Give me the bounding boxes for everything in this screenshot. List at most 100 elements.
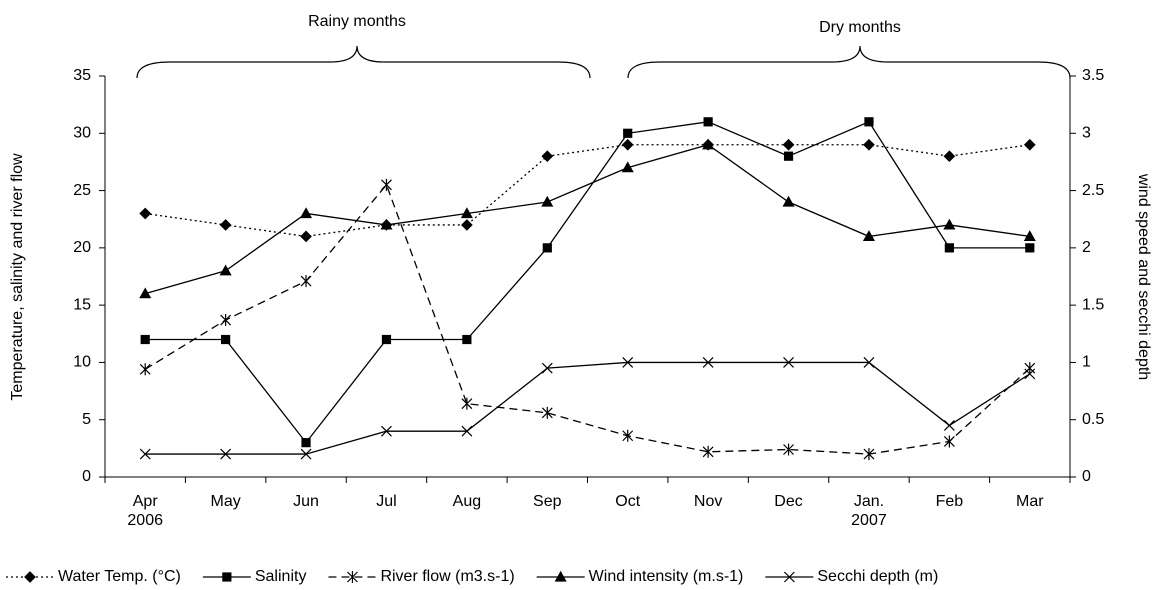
x-tick-label: Apr 2006 <box>127 493 163 529</box>
y-tick-label: 30 <box>73 125 91 142</box>
point <box>703 117 713 127</box>
y2-tick-label: 3 <box>1082 125 1091 142</box>
point <box>622 357 634 368</box>
y2-tick-label: 1.5 <box>1082 296 1104 313</box>
point <box>462 334 472 345</box>
point <box>221 334 231 345</box>
x-tick-label: Oct <box>615 493 641 510</box>
point <box>381 178 392 191</box>
x-tick-label: Aug <box>452 493 482 510</box>
y2-tick-label: 1 <box>1082 354 1091 371</box>
point <box>461 219 473 231</box>
x-tick-label: Sep <box>533 493 562 510</box>
point <box>943 150 956 163</box>
point <box>219 219 232 231</box>
legend-marker <box>222 572 232 582</box>
point <box>541 195 554 207</box>
point <box>541 362 553 374</box>
point <box>623 128 633 138</box>
x-tick-label: May <box>210 493 241 510</box>
point <box>300 230 312 243</box>
y2-axis-label: wind speed and secchi depth <box>1135 173 1152 380</box>
point <box>702 138 715 150</box>
series-line <box>145 144 1030 295</box>
y-tick-label: 20 <box>73 239 91 256</box>
point <box>300 275 312 288</box>
y-tick-label: 0 <box>82 468 91 485</box>
y2-tick-label: 0 <box>1082 468 1091 485</box>
point <box>220 448 232 460</box>
point <box>139 207 152 220</box>
legend-label: Secchi depth (m) <box>817 568 938 585</box>
point <box>300 448 312 460</box>
annotation: Dry months <box>819 19 901 36</box>
series-line <box>145 361 1031 455</box>
annotation: Rainy months <box>308 13 406 30</box>
y2-tick-label: 3.5 <box>1082 67 1104 84</box>
point <box>140 334 150 345</box>
point <box>1023 230 1036 241</box>
point <box>301 438 311 448</box>
point <box>541 150 554 163</box>
series-line <box>145 121 1030 444</box>
dry-brace <box>627 45 1071 79</box>
y-tick-label: 35 <box>73 67 91 84</box>
point <box>460 207 473 219</box>
point <box>943 420 955 431</box>
legend-label: Salinity <box>255 568 307 585</box>
point <box>139 363 151 376</box>
x-tick-label: Dec <box>774 493 803 510</box>
point <box>139 448 151 460</box>
point <box>702 445 714 458</box>
point <box>944 243 954 253</box>
y-tick-label: 25 <box>73 182 91 199</box>
point <box>461 425 473 437</box>
point <box>783 443 794 456</box>
x-tick-label: Jul <box>376 493 397 510</box>
y2-tick-label: 2.5 <box>1082 182 1104 199</box>
point <box>783 151 794 161</box>
series-line <box>145 144 1030 238</box>
legend-marker <box>347 571 358 583</box>
point <box>863 357 875 368</box>
x-tick-label: Nov <box>693 493 723 510</box>
point <box>139 287 152 299</box>
legend-marker <box>24 571 36 583</box>
point <box>863 448 875 461</box>
point <box>621 138 634 151</box>
y-axis-label: Temperature, salinity and river flow <box>9 153 26 401</box>
legend-marker <box>554 570 567 582</box>
point <box>381 425 392 437</box>
point <box>863 138 875 151</box>
y2-tick-label: 0.5 <box>1082 411 1104 428</box>
point <box>782 138 795 151</box>
legend-label: Wind intensity (m.s-1) <box>589 568 744 585</box>
point <box>862 230 875 241</box>
point <box>1023 138 1036 151</box>
legend-label: River flow (m3.s-1) <box>380 568 514 585</box>
point <box>1024 362 1036 375</box>
point <box>381 334 392 345</box>
point <box>782 195 795 207</box>
point <box>380 218 393 230</box>
point <box>300 207 313 219</box>
point <box>219 264 232 276</box>
rainy-brace <box>136 45 591 79</box>
point <box>943 218 956 230</box>
y2-tick-label: 2 <box>1082 239 1091 256</box>
series-line <box>144 183 1031 455</box>
point <box>461 397 473 410</box>
point <box>1024 368 1036 380</box>
x-tick-label: Mar <box>1016 493 1044 510</box>
point <box>541 406 553 419</box>
y-tick-label: 5 <box>82 411 91 428</box>
point <box>542 243 552 253</box>
legend-marker <box>783 571 795 583</box>
legend-label: Water Temp. (°C) <box>58 568 181 585</box>
point <box>783 357 794 368</box>
point <box>702 357 714 368</box>
x-tick-label: Jun <box>293 493 319 510</box>
point <box>864 117 874 127</box>
